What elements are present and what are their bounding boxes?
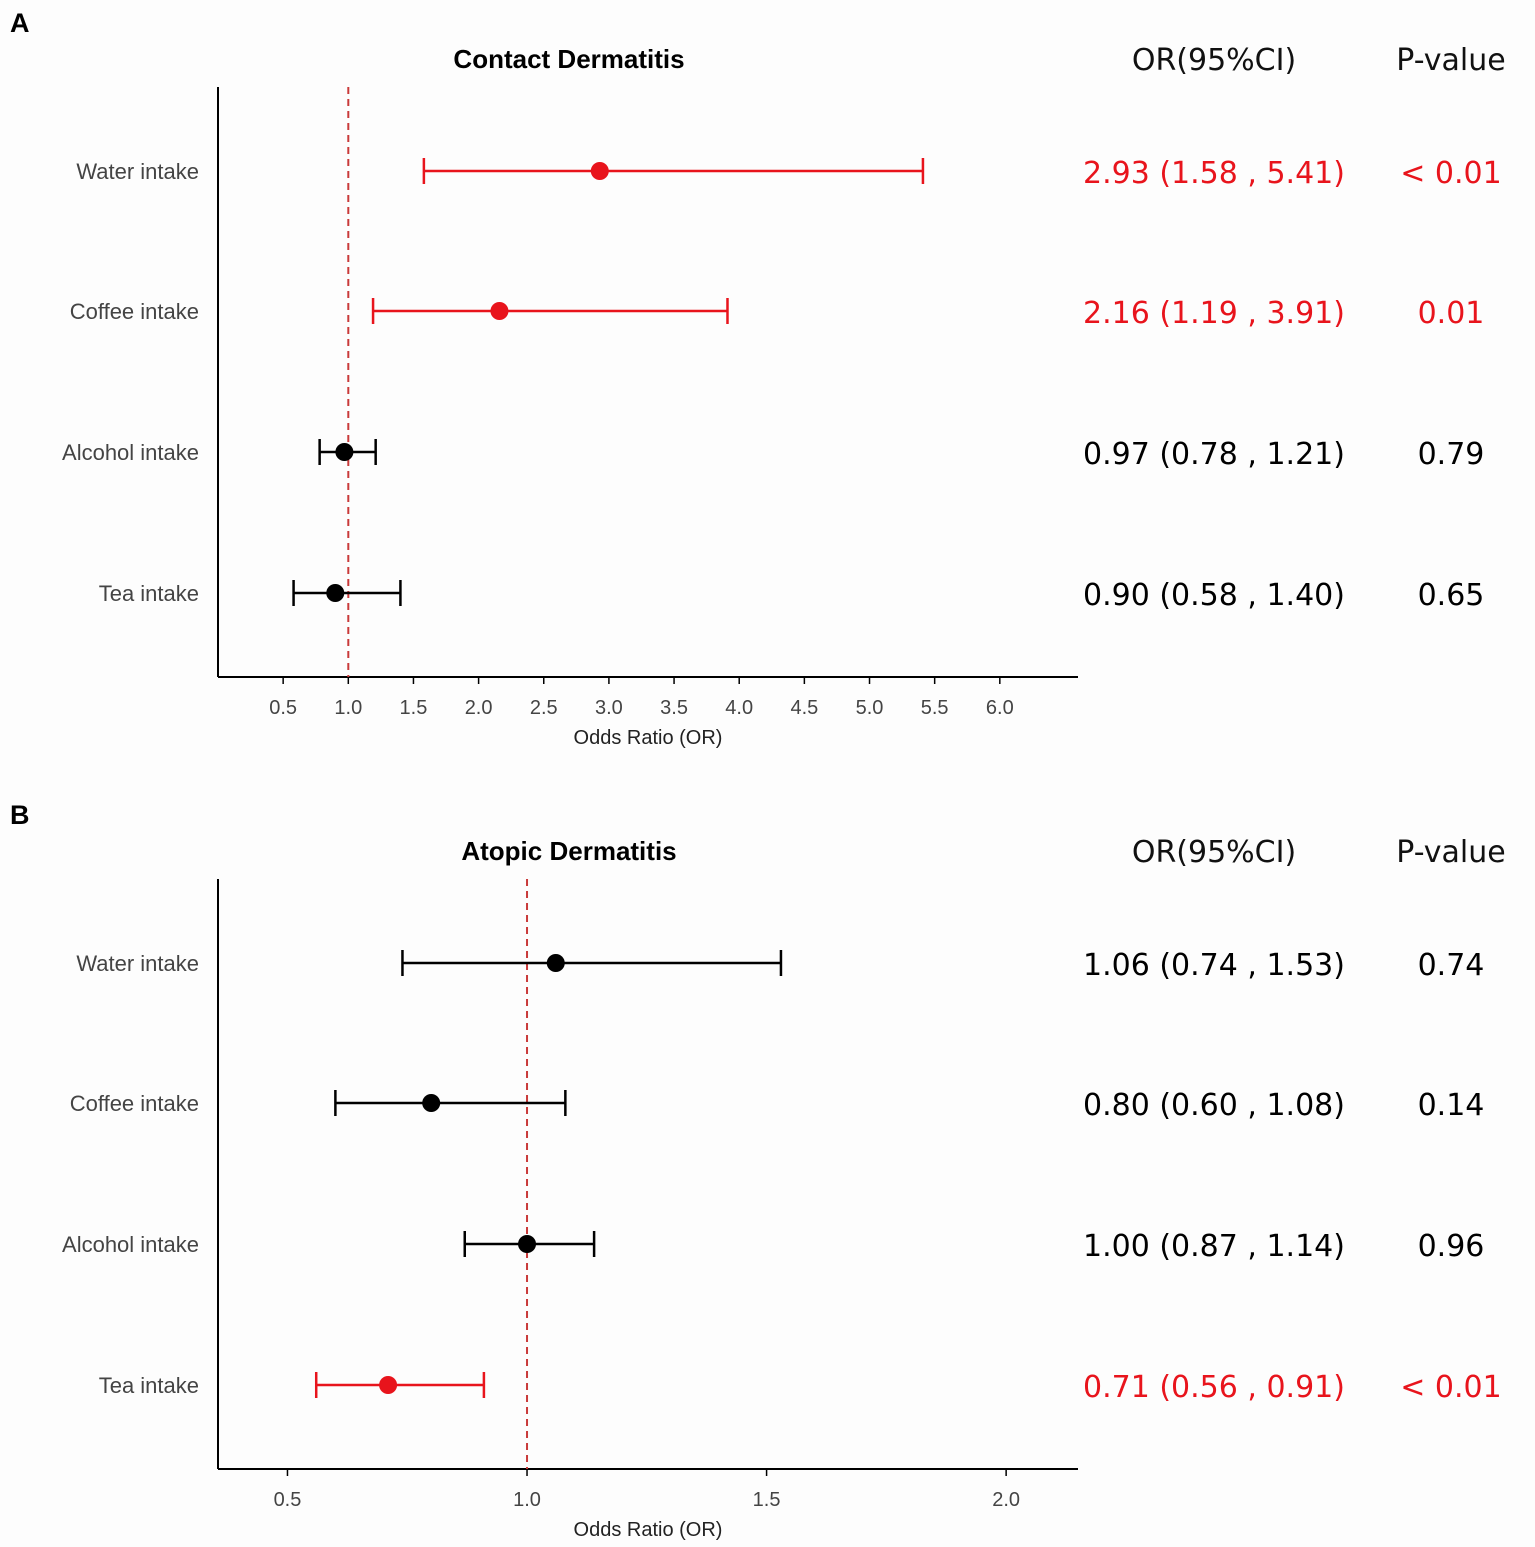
p-value: 0.14	[1418, 1088, 1485, 1123]
row-label: Water intake	[76, 159, 199, 184]
panel-letter: A	[10, 8, 30, 38]
p-value: 0.65	[1418, 578, 1485, 613]
or-point	[326, 584, 345, 602]
chart-title: Contact Dermatitis	[453, 44, 684, 74]
or-ci-value: 0.90 (0.58 , 1.40)	[1083, 578, 1345, 613]
panel-atopic-dermatitis: B Atopic Dermatitis 0.5 1.0 1.5 2.0 Odds Ratio…	[10, 800, 1506, 1541]
x-tick-label: 3.5	[660, 697, 688, 719]
x-tick-label: 5.0	[856, 697, 884, 719]
or-ci-value: 2.16 (1.19 , 3.91)	[1083, 296, 1345, 331]
row-label: Alcohol intake	[62, 1232, 199, 1257]
row-label: Coffee intake	[70, 299, 199, 324]
or-ci-value: 0.80 (0.60 , 1.08)	[1083, 1088, 1345, 1123]
p-value: 0.01	[1418, 296, 1485, 331]
x-tick-label: 1.5	[753, 1489, 781, 1511]
or-ci-value: 1.06 (0.74 , 1.53)	[1083, 948, 1345, 983]
or-point	[379, 1376, 398, 1394]
p-value: < 0.01	[1400, 156, 1501, 191]
or-ci-header: OR(95%CI)	[1132, 835, 1296, 870]
x-tick-label: 3.0	[595, 697, 623, 719]
x-tick-label: 4.0	[725, 697, 753, 719]
panel-contact-dermatitis: A Contact Dermatitis 0.5 1.0 1.5 2.0 2.5 3.0 3.5…	[10, 8, 1506, 749]
row-label: Tea intake	[99, 1373, 199, 1398]
or-ci-value: 0.97 (0.78 , 1.21)	[1083, 437, 1345, 472]
or-point	[590, 162, 609, 180]
x-tick-label: 2.0	[992, 1489, 1020, 1511]
x-tick-label: 4.5	[790, 697, 818, 719]
p-value: 0.79	[1418, 437, 1485, 472]
or-ci-value: 2.93 (1.58 , 5.41)	[1083, 156, 1345, 191]
p-value-header: P-value	[1396, 835, 1505, 870]
x-tick-label: 0.5	[274, 1489, 302, 1511]
x-tick-label: 2.0	[465, 697, 493, 719]
chart-title: Atopic Dermatitis	[461, 836, 676, 866]
x-tick-label: 5.5	[921, 697, 949, 719]
or-ci-value: 0.71 (0.56 , 0.91)	[1083, 1370, 1345, 1405]
or-point	[422, 1094, 441, 1112]
or-ci-header: OR(95%CI)	[1132, 43, 1296, 78]
p-value: < 0.01	[1400, 1370, 1501, 1405]
x-tick-label: 2.5	[530, 697, 558, 719]
x-tick-label: 1.0	[334, 697, 362, 719]
x-axis-title: Odds Ratio (OR)	[574, 1519, 723, 1541]
p-value: 0.74	[1418, 948, 1485, 983]
or-point	[546, 954, 565, 972]
p-value: 0.96	[1418, 1229, 1485, 1264]
or-point	[518, 1235, 537, 1253]
or-ci-value: 1.00 (0.87 , 1.14)	[1083, 1229, 1345, 1264]
row-label: Tea intake	[99, 581, 199, 606]
x-tick-label: 1.5	[400, 697, 428, 719]
x-tick-label: 1.0	[513, 1489, 541, 1511]
x-axis-title: Odds Ratio (OR)	[574, 727, 723, 749]
or-point	[490, 302, 509, 320]
p-value-header: P-value	[1396, 43, 1505, 78]
row-label: Coffee intake	[70, 1091, 199, 1116]
x-tick-label: 6.0	[986, 697, 1014, 719]
panel-letter: B	[10, 800, 30, 830]
row-label: Water intake	[76, 951, 199, 976]
or-point	[335, 443, 354, 461]
x-tick-label: 0.5	[269, 697, 297, 719]
row-label: Alcohol intake	[62, 440, 199, 465]
